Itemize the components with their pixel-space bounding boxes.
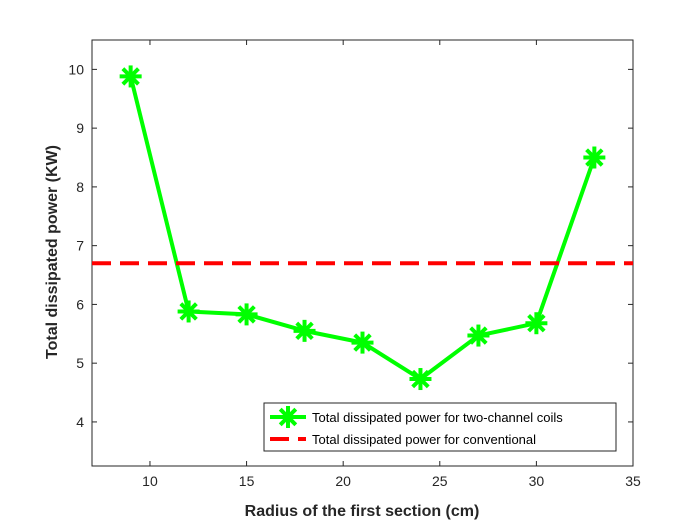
y-tick-label: 5 <box>76 355 84 371</box>
x-tick-label: 30 <box>529 473 545 489</box>
y-tick-label: 4 <box>76 414 84 430</box>
legend-box <box>263 402 617 452</box>
y-axis-label: Total dissipated power (KW) <box>44 145 61 359</box>
legend-marker <box>277 406 299 428</box>
x-tick-label: 15 <box>239 473 255 489</box>
data-point-marker <box>119 65 142 88</box>
x-tick-label: 10 <box>142 473 158 489</box>
data-point-marker <box>409 368 432 391</box>
plot-frame <box>91 39 634 467</box>
y-tick-label: 7 <box>76 238 84 254</box>
data-point-marker <box>583 146 606 169</box>
plot-area <box>91 39 634 467</box>
y-axis: 4 5 6 7 8 9 10 <box>68 61 633 430</box>
x-tick-label: 25 <box>432 473 448 489</box>
x-axis: 10 15 20 25 30 35 <box>142 40 641 489</box>
y-tick-label: 6 <box>76 296 84 312</box>
data-point-marker <box>177 300 200 323</box>
y-tick-label: 9 <box>76 120 84 136</box>
x-tick-label: 20 <box>335 473 351 489</box>
y-tick-label: 8 <box>76 179 84 195</box>
series-layer <box>92 65 633 391</box>
data-point-marker <box>467 324 490 347</box>
x-axis-label: Radius of the first section (cm) <box>245 503 480 520</box>
x-tick-label: 35 <box>625 473 641 489</box>
y-tick-label: 10 <box>68 61 84 77</box>
data-point-marker <box>525 312 548 335</box>
data-point-marker <box>293 319 316 342</box>
data-point-marker <box>351 331 374 354</box>
legend-label: Total dissipated power for conventional <box>312 432 536 447</box>
legend-label: Total dissipated power for two-channel c… <box>312 410 563 425</box>
data-point-marker <box>235 303 258 326</box>
legend: Total dissipated power for two-channel c… <box>263 402 617 452</box>
